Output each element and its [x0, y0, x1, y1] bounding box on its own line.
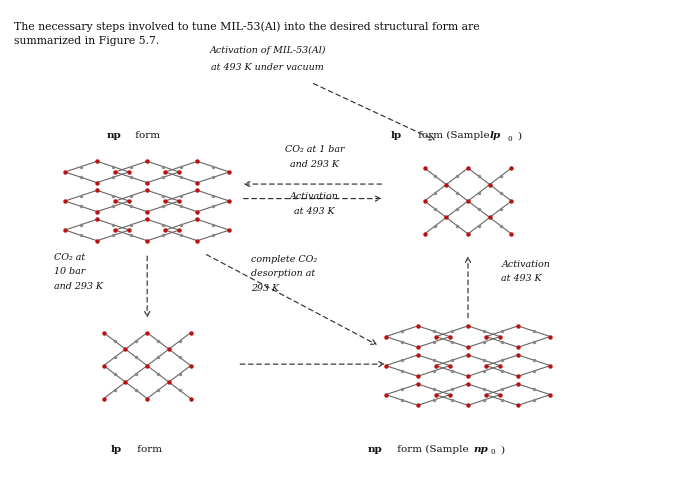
Text: np: np [368, 445, 383, 454]
Text: lp: lp [490, 131, 501, 140]
Text: at 493 K: at 493 K [294, 206, 335, 215]
Text: ): ) [517, 131, 521, 140]
Text: Activation of MIL-53(Al): Activation of MIL-53(Al) [209, 45, 326, 55]
Text: CO₂ at 1 bar: CO₂ at 1 bar [284, 145, 344, 154]
Text: desorption at: desorption at [251, 269, 315, 279]
Text: lp: lp [391, 131, 402, 140]
Text: and 293 K: and 293 K [54, 282, 102, 290]
Text: np: np [473, 445, 488, 454]
Text: form: form [134, 445, 162, 454]
Text: ): ) [500, 445, 504, 454]
Text: form (Sample: form (Sample [415, 131, 493, 140]
Text: Activation: Activation [501, 260, 550, 269]
Text: 0: 0 [491, 448, 495, 456]
Text: The necessary steps involved to tune MIL-53(Al) into the desired structural form: The necessary steps involved to tune MIL… [14, 22, 479, 33]
Text: 293 K: 293 K [251, 284, 279, 293]
Text: 10 bar: 10 bar [54, 267, 85, 276]
Text: lp: lp [110, 445, 121, 454]
Text: at 493 K under vacuum: at 493 K under vacuum [211, 63, 324, 72]
Text: at 493 K: at 493 K [501, 274, 542, 284]
Text: complete CO₂: complete CO₂ [251, 255, 317, 264]
Text: and 293 K: and 293 K [290, 160, 339, 168]
Text: form (Sample: form (Sample [394, 445, 473, 454]
Text: 0: 0 [507, 135, 512, 143]
Text: np: np [107, 131, 122, 140]
Text: CO₂ at: CO₂ at [54, 253, 85, 262]
Text: form: form [132, 131, 160, 140]
Text: Activation: Activation [290, 192, 339, 201]
Text: summarized in Figure 5.7.: summarized in Figure 5.7. [14, 37, 159, 46]
